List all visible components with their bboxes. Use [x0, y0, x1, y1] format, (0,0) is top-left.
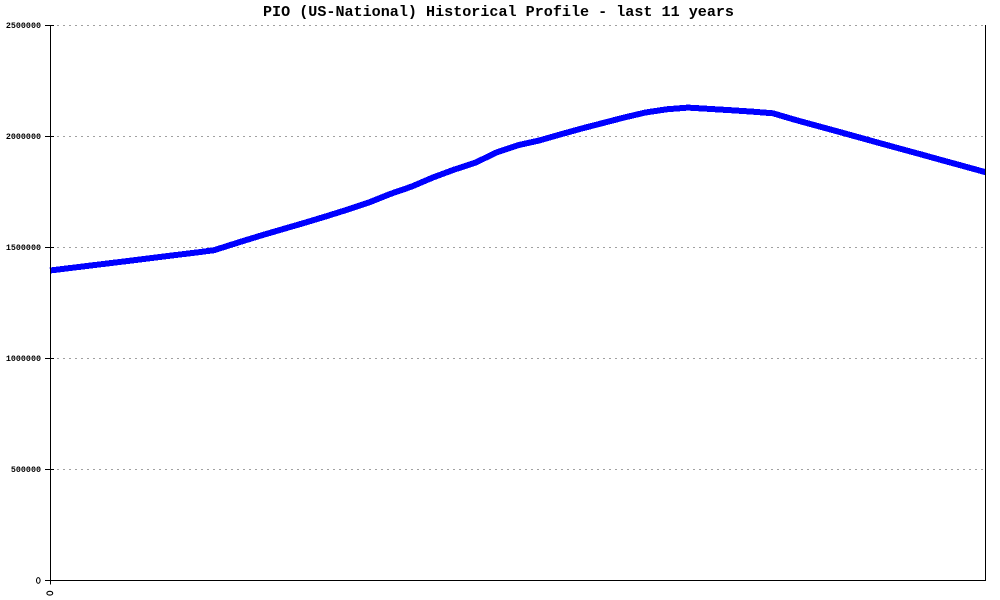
svg-text:2500000: 2500000 — [6, 21, 41, 31]
svg-text:PIO (US-National) Historical P: PIO (US-National) Historical Profile - l… — [263, 3, 734, 21]
svg-text:500000: 500000 — [11, 465, 41, 475]
svg-text:1000000: 1000000 — [6, 354, 41, 364]
svg-text:2000000: 2000000 — [6, 132, 41, 142]
svg-text:1500000: 1500000 — [6, 243, 41, 253]
